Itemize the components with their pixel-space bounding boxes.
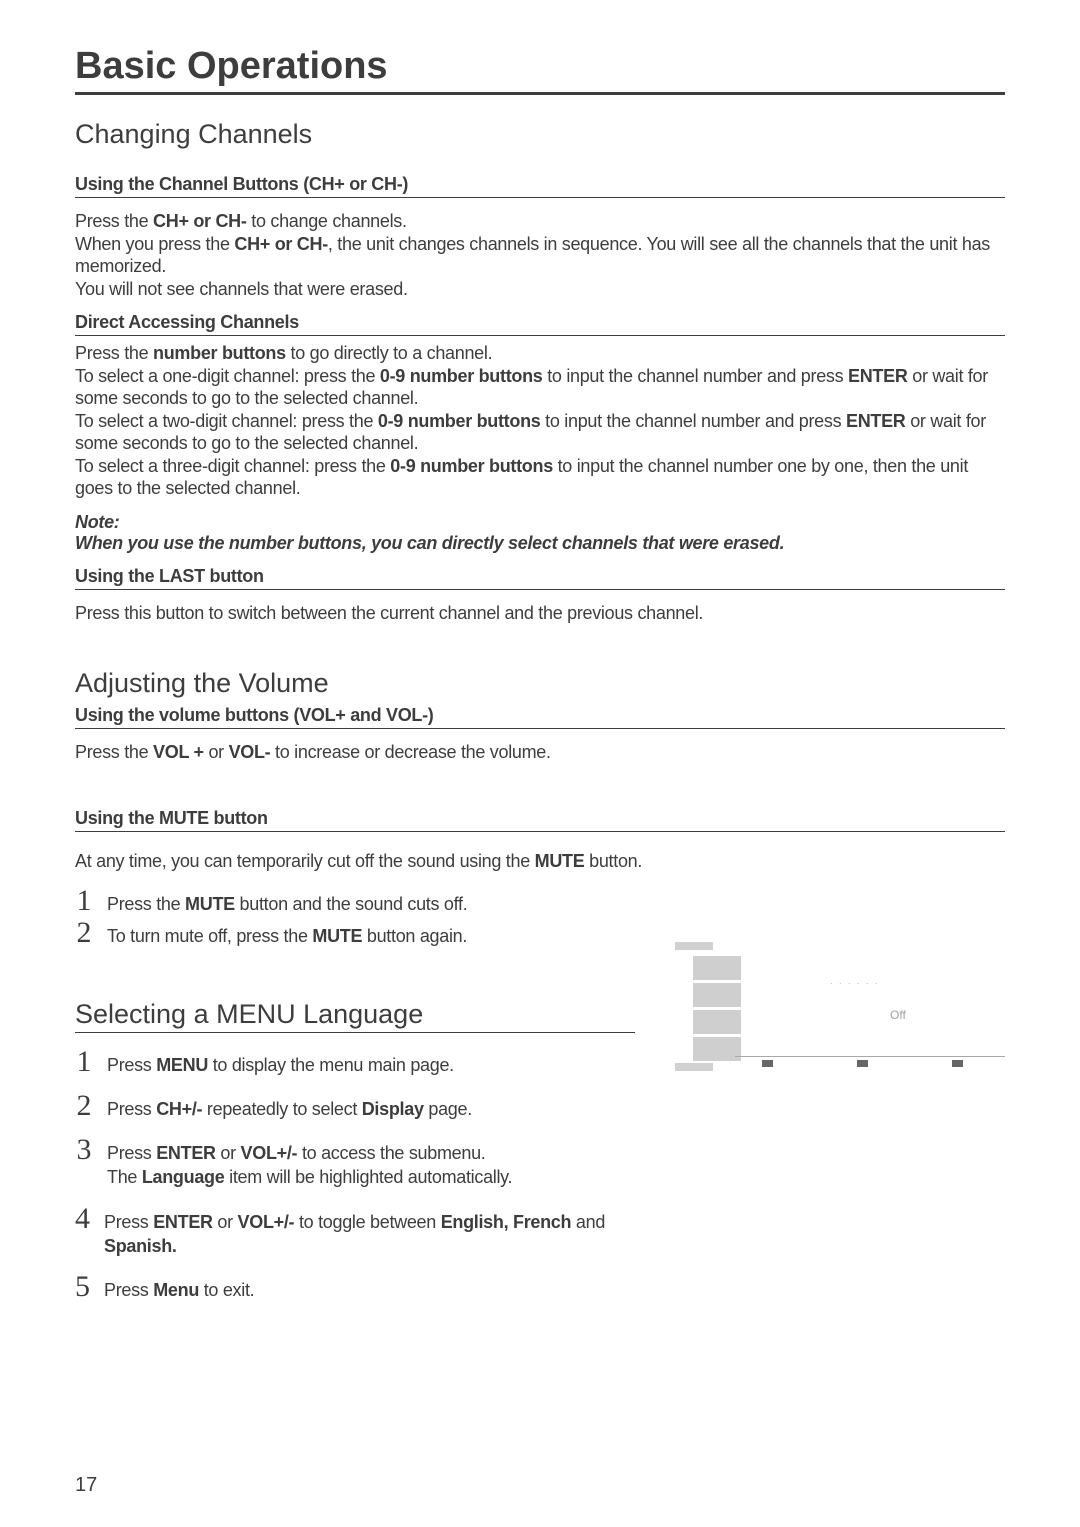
step-row: 5 Press Menu to exit.: [75, 1276, 665, 1302]
body-line: To select a three-digit channel: press t…: [75, 455, 1005, 500]
figure-menu-tile: [693, 983, 741, 1007]
divider: [75, 589, 1005, 590]
figure-menu-tile: [693, 1037, 741, 1061]
step-text: Press Menu to exit.: [104, 1276, 665, 1302]
body-line: Press the CH+ or CH- to change channels.: [75, 210, 1005, 233]
divider: [75, 728, 1005, 729]
body-line: To select a two-digit channel: press the…: [75, 410, 1005, 455]
body-line: Press the VOL + or VOL- to increase or d…: [75, 741, 1005, 764]
sub-heading-last-button: Using the LAST button: [75, 566, 1005, 587]
body-line: To select a one-digit channel: press the…: [75, 365, 1005, 410]
body-line: Press the number buttons to go directly …: [75, 342, 1005, 365]
figure-icon: [857, 1060, 868, 1067]
step-number: 3: [75, 1139, 93, 1161]
figure-icon: [762, 1060, 773, 1067]
step-row: 4 Press ENTER or VOL+/- to toggle between…: [75, 1208, 665, 1259]
figure-icon: [952, 1060, 963, 1067]
manual-page: Basic Operations Changing Channels Using…: [0, 0, 1080, 1527]
note-body: When you use the number buttons, you can…: [75, 533, 1005, 554]
body-line: At any time, you can temporarily cut off…: [75, 850, 1005, 873]
step-number: 1: [75, 890, 93, 912]
figure-sidebar-decor: [675, 942, 713, 950]
figure-bottom-icons-row: [720, 1060, 1005, 1067]
figure-menu-tile: [693, 1010, 741, 1034]
step-number: 1: [75, 1051, 93, 1073]
sub-heading-channel-buttons: Using the Channel Buttons (CH+ or CH-): [75, 174, 1005, 195]
page-number: 17: [75, 1474, 97, 1497]
step-row: 3 Press ENTER or VOL+/- to access the sub…: [75, 1139, 665, 1190]
body-line: You will not see channels that were eras…: [75, 278, 1005, 301]
sub-heading-volume-buttons: Using the volume buttons (VOL+ and VOL-): [75, 705, 1005, 726]
step-row: 1 Press MENU to display the menu main pag…: [75, 1051, 665, 1077]
step-number: 2: [75, 922, 93, 944]
body-line: When you press the CH+ or CH-, the unit …: [75, 233, 1005, 278]
step-text: Press MENU to display the menu main page…: [107, 1051, 454, 1077]
step-row: 1 Press the MUTE button and the sound cut…: [75, 890, 1005, 916]
divider: [75, 831, 1005, 832]
figure-menu-tile: [693, 956, 741, 980]
step-text: To turn mute off, press the MUTE button …: [107, 922, 467, 948]
divider: [75, 1032, 635, 1033]
step-number: 5: [75, 1276, 90, 1298]
page-title: Basic Operations: [75, 45, 1005, 88]
menu-screenshot-figure: . . . . . . Off: [665, 938, 1005, 1098]
section-adjusting-volume-title: Adjusting the Volume: [75, 668, 1005, 699]
step-number: 4: [75, 1208, 90, 1230]
sub-heading-mute-button: Using the MUTE button: [75, 808, 1005, 829]
section-changing-channels-title: Changing Channels: [75, 119, 1005, 150]
figure-off-label: Off: [890, 1008, 906, 1022]
note-label: Note:: [75, 512, 1005, 533]
figure-rule: [735, 1056, 1005, 1057]
step-text: Press ENTER or VOL+/- to toggle between …: [104, 1208, 665, 1259]
step-row: 2 Press CH+/- repeatedly to select Displa…: [75, 1095, 665, 1121]
section-menu-language-title: Selecting a MENU Language: [75, 999, 665, 1030]
divider: [75, 197, 1005, 198]
body-line: Press this button to switch between the …: [75, 602, 1005, 625]
step-text: Press the MUTE button and the sound cuts…: [107, 890, 467, 916]
step-text: Press ENTER or VOL+/- to access the subm…: [107, 1139, 512, 1190]
figure-sidebar-decor: [675, 1063, 713, 1071]
menu-language-steps-list: 1 Press MENU to display the menu main pag…: [75, 1051, 665, 1303]
sub-heading-direct-access: Direct Accessing Channels: [75, 312, 1005, 333]
step-number: 2: [75, 1095, 93, 1117]
step-text: Press CH+/- repeatedly to select Display…: [107, 1095, 472, 1121]
divider: [75, 335, 1005, 336]
figure-dot-row: . . . . . .: [830, 976, 880, 986]
